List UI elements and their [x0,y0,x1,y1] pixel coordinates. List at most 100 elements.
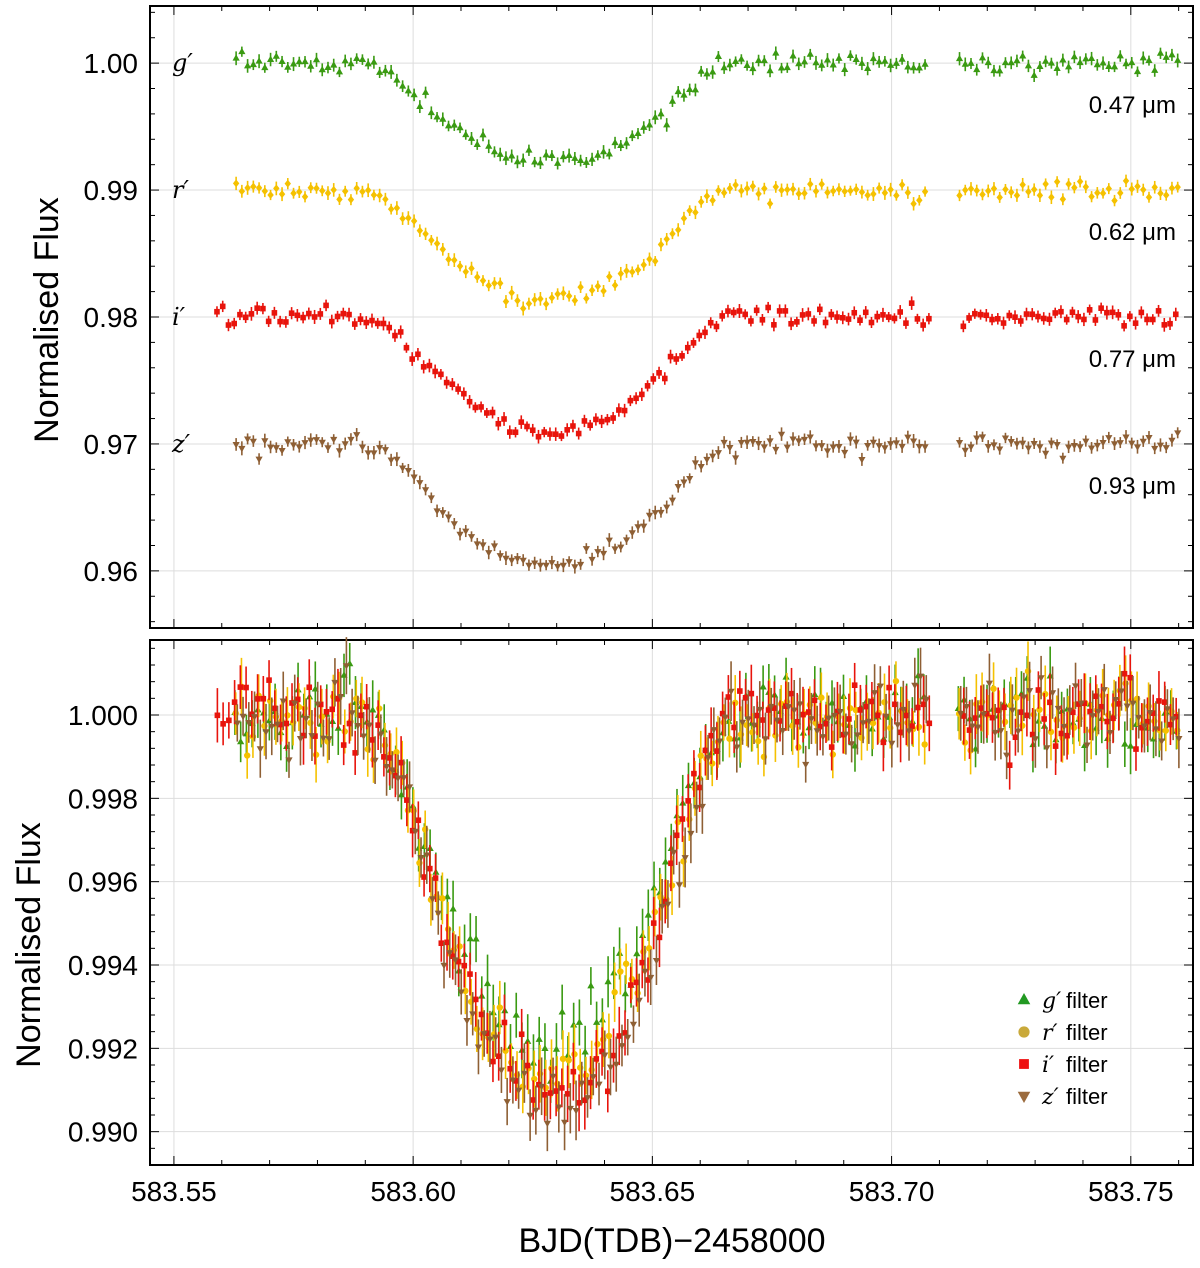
bottom-data-point [652,957,661,965]
legend-band-0: g′ [1042,989,1061,1014]
bottom-data-point [1146,709,1154,717]
top-data-point [772,49,780,56]
bottom-data-point [559,1055,567,1063]
top-data-point [271,310,278,316]
top-data-point [955,439,964,447]
top-data-point [881,57,889,64]
top-data-point [1093,442,1101,450]
bottom-data-point [360,733,368,740]
bottom-data-point [796,701,804,708]
top-data-point [778,186,785,195]
top-data-point [502,154,510,161]
top-y-tick-label: 0.98 [84,302,139,333]
bottom-data-point [1043,745,1051,752]
bottom-data-point [991,729,999,737]
top-data-point [542,562,550,570]
top-data-point [387,205,395,214]
bottom-data-point [748,690,755,697]
top-data-point [330,436,338,444]
top-data-point [978,53,987,61]
top-data-point [537,294,544,303]
band-label-3: z′ [171,430,191,458]
top-data-point [369,317,375,324]
top-data-point [330,185,337,194]
top-data-point [679,353,685,359]
top-data-point [341,56,349,64]
bottom-data-point [1162,727,1170,734]
top-data-point [265,318,272,325]
bottom-data-point [375,722,381,728]
top-data-point [301,440,309,447]
top-data-point [760,444,768,451]
top-series-3 [232,427,1182,574]
bottom-data-point [962,704,971,711]
top-data-point [593,416,599,423]
top-data-point [828,311,835,318]
top-data-point [255,456,263,463]
top-data-point [766,66,774,74]
top-data-point [307,183,314,192]
top-data-point [1058,308,1064,315]
bottom-data-point [484,1030,491,1036]
top-data-point [898,443,906,451]
bottom-data-point [1094,708,1103,716]
top-data-point [617,141,625,148]
bottom-data-point [972,715,979,721]
top-data-point [807,180,814,189]
top-data-point [311,314,318,320]
top-data-point [611,546,619,553]
legend-label-3: filter [1066,1084,1108,1109]
top-data-point [479,276,487,285]
top-data-point [317,311,324,317]
top-data-point [1116,52,1124,59]
bottom-data-point [802,761,810,769]
bottom-data-point [381,754,387,760]
top-data-point [663,120,671,128]
top-data-point [485,142,493,149]
top-data-point [640,260,647,269]
top-data-point [531,295,538,304]
top-data-point [283,319,289,325]
top-data-point [783,63,791,71]
top-data-point [467,134,476,141]
bottom-data-point [989,714,996,721]
top-data-point [374,320,381,327]
top-data-point [880,312,886,318]
bottom-data-point [444,939,450,946]
bottom-x-tick-label: 583.65 [610,1176,696,1207]
top-data-point [645,512,654,520]
top-data-point [1069,309,1076,316]
bottom-data-point [777,718,783,724]
top-data-point [443,379,450,386]
top-data-point [1082,55,1090,62]
top-data-point [1047,59,1055,66]
top-data-point [1081,316,1087,323]
bottom-data-point [543,1120,551,1128]
top-data-point [857,317,863,323]
top-data-point [1023,311,1030,317]
top-data-point [713,323,720,330]
bottom-data-point [629,1021,638,1029]
bottom-data-point [490,1058,496,1065]
top-data-point [628,530,636,537]
bottom-data-point [622,1030,628,1036]
top-data-point [841,65,849,73]
bottom-data-point [564,1091,571,1097]
bottom-data-point [325,736,333,743]
top-data-point [858,188,866,197]
top-data-point [351,321,358,327]
top-data-point [513,157,522,165]
top-data-point [334,313,341,320]
bottom-data-point [675,882,683,889]
top-data-point [1076,177,1084,186]
top-data-point [703,456,711,464]
top-data-point [977,311,984,318]
bottom-data-point [400,775,408,782]
top-data-point [1013,56,1021,64]
bottom-data-point [535,1035,543,1042]
top-data-point [231,320,238,327]
bottom-data-point [1047,728,1055,736]
bottom-data-point [1129,700,1137,708]
top-data-point [364,59,372,67]
bottom-data-point [857,707,864,713]
